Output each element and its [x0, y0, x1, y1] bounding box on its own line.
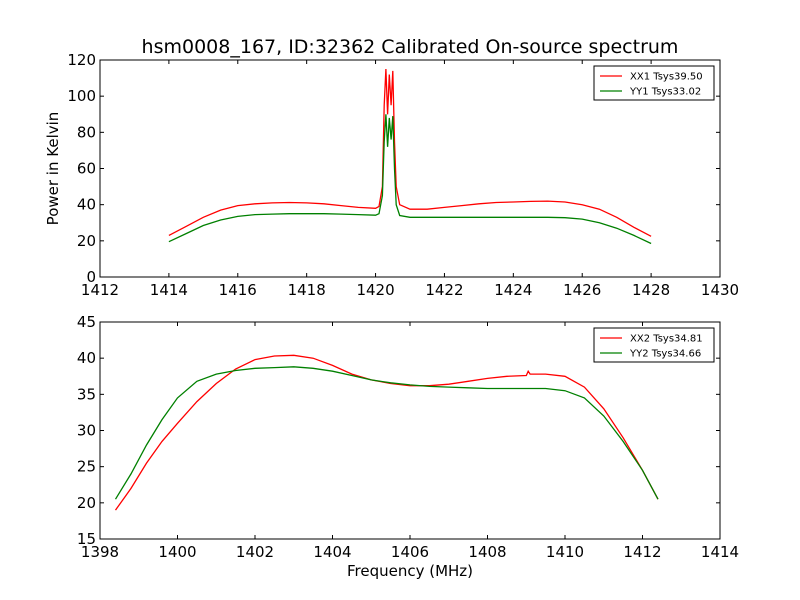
top-x-tick-label: 1420 — [356, 281, 394, 299]
bottom-y-tick-label: 25 — [77, 458, 96, 476]
top-legend: XX1 Tsys39.50 YY1 Tsys33.02 — [593, 65, 715, 101]
bottom-series-line-1 — [114, 354, 659, 511]
bottom-x-tick-label: 1408 — [468, 543, 506, 561]
top-x-tick-label: 1426 — [563, 281, 601, 299]
bottom-x-tick-label: 1406 — [391, 543, 429, 561]
bottom-y-tick-label: 20 — [77, 494, 96, 512]
top-y-tick-label: 80 — [77, 123, 96, 141]
bottom-legend-box — [593, 327, 715, 363]
bottom-y-tick-label: 30 — [77, 422, 96, 440]
bottom-x-tick-label: 1400 — [158, 543, 196, 561]
top-y-tick-label: 120 — [67, 51, 96, 69]
top-legend-entry: XX1 Tsys39.50 — [630, 72, 703, 83]
x-axis-label: Frequency (MHz) — [347, 562, 473, 580]
bottom-legend-entry: XX2 Tsys34.81 — [630, 334, 703, 345]
bottom-x-tick-label: 1414 — [701, 543, 739, 561]
bottom-y-tick-label: 15 — [77, 530, 96, 548]
bottom-x-tick-label: 1412 — [623, 543, 661, 561]
top-y-tick-label: 20 — [77, 232, 96, 250]
top-x-tick-label: 1422 — [425, 281, 463, 299]
top-x-tick-label: 1424 — [494, 281, 532, 299]
bottom-x-tick-label: 1398 — [81, 543, 119, 561]
top-legend-box — [593, 65, 715, 101]
top-y-tick-label: 100 — [67, 87, 96, 105]
top-legend-entry: YY1 Tsys33.02 — [629, 87, 701, 98]
top-y-tick-label: 40 — [77, 196, 96, 214]
top-series-line-2 — [168, 114, 652, 245]
top-x-tick-label: 1412 — [81, 281, 119, 299]
bottom-spectrum-panel: 1398 1400 1402 1404 1406 1408 1410 1412 1414 15 20… — [77, 313, 739, 561]
top-y-tick-label: 60 — [77, 160, 96, 178]
top-series-line-1 — [168, 68, 652, 237]
bottom-x-tick-label: 1404 — [313, 543, 351, 561]
top-x-tick-label: 1414 — [150, 281, 188, 299]
bottom-legend: XX2 Tsys34.81 YY2 Tsys34.66 — [593, 327, 715, 363]
figure-title: hsm0008_167, ID:32362 Calibrated On-sour… — [142, 36, 679, 58]
bottom-legend-entry: YY2 Tsys34.66 — [629, 349, 701, 360]
top-y-axis-label: Power in Kelvin — [44, 112, 62, 226]
bottom-x-tick-label: 1402 — [236, 543, 274, 561]
top-x-tick-label: 1430 — [701, 281, 739, 299]
bottom-y-tick-label: 40 — [77, 349, 96, 367]
top-y-tick-label: 0 — [86, 268, 96, 286]
top-x-tick-label: 1418 — [288, 281, 326, 299]
bottom-y-tick-label: 35 — [77, 385, 96, 403]
top-x-tick-label: 1416 — [219, 281, 257, 299]
top-x-tick-label: 1428 — [632, 281, 670, 299]
bottom-x-tick-label: 1410 — [546, 543, 584, 561]
top-spectrum-panel: 1412 1414 1416 1418 1420 1422 1424 1426 1428 1430… — [44, 51, 739, 299]
bottom-series-line-2 — [114, 366, 659, 500]
bottom-y-tick-label: 45 — [77, 313, 96, 331]
